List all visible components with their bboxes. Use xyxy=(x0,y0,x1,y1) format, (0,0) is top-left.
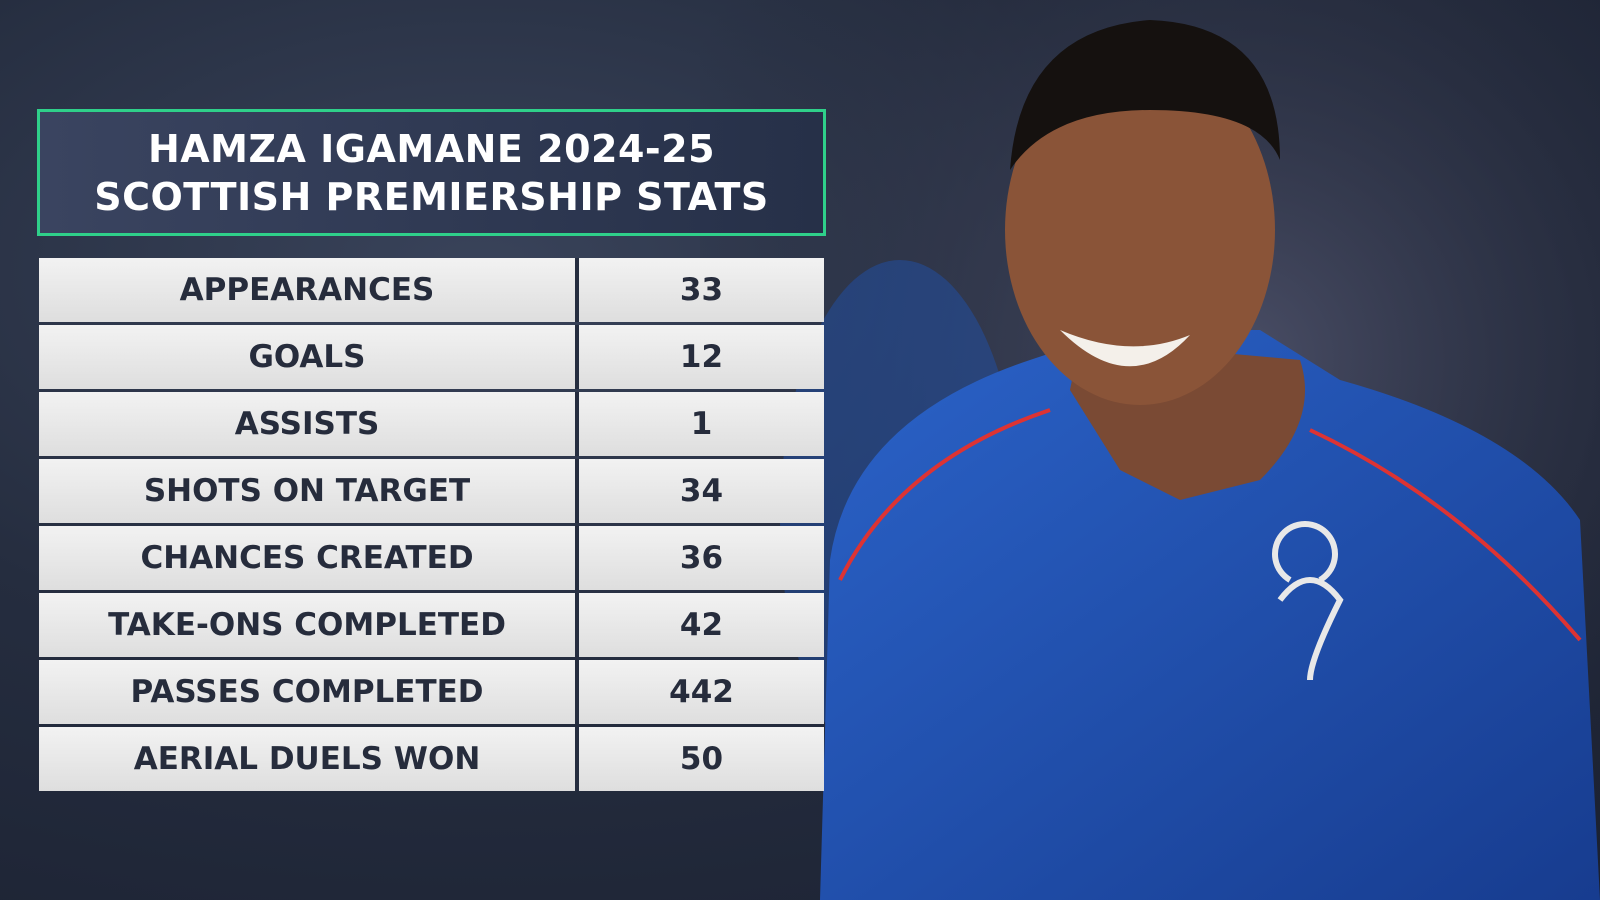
player-photo xyxy=(700,0,1600,900)
stat-label: CHANCES CREATED xyxy=(39,526,579,590)
title-box: HAMZA IGAMANE 2024-25 SCOTTISH PREMIERSH… xyxy=(37,109,826,236)
stat-value: 12 xyxy=(579,325,824,389)
stat-row: CHANCES CREATED 36 xyxy=(39,526,824,590)
stat-row: GOALS 12 xyxy=(39,325,824,389)
stat-row: SHOTS ON TARGET 34 xyxy=(39,459,824,523)
stat-row: ASSISTS 1 xyxy=(39,392,824,456)
stat-label: TAKE-ONS COMPLETED xyxy=(39,593,579,657)
stat-value: 42 xyxy=(579,593,824,657)
stat-label: APPEARANCES xyxy=(39,258,579,322)
stat-row: PASSES COMPLETED 442 xyxy=(39,660,824,724)
stat-row: APPEARANCES 33 xyxy=(39,258,824,322)
stat-value: 1 xyxy=(579,392,824,456)
stat-row: AERIAL DUELS WON 50 xyxy=(39,727,824,791)
title-line: HAMZA IGAMANE 2024-25 xyxy=(147,126,716,171)
stat-value: 442 xyxy=(579,660,824,724)
stat-label: AERIAL DUELS WON xyxy=(39,727,579,791)
stat-label: SHOTS ON TARGET xyxy=(39,459,579,523)
stat-row: TAKE-ONS COMPLETED 42 xyxy=(39,593,824,657)
stat-value: 50 xyxy=(579,727,824,791)
stat-label: ASSISTS xyxy=(39,392,579,456)
stat-label: PASSES COMPLETED xyxy=(39,660,579,724)
stat-value: 33 xyxy=(579,258,824,322)
stat-label: GOALS xyxy=(39,325,579,389)
stat-value: 36 xyxy=(579,526,824,590)
title-line: SCOTTISH PREMIERSHIP STATS xyxy=(94,174,769,219)
stats-table: APPEARANCES 33 GOALS 12 ASSISTS 1 SHOTS ON TAR… xyxy=(39,255,824,794)
stat-value: 34 xyxy=(579,459,824,523)
